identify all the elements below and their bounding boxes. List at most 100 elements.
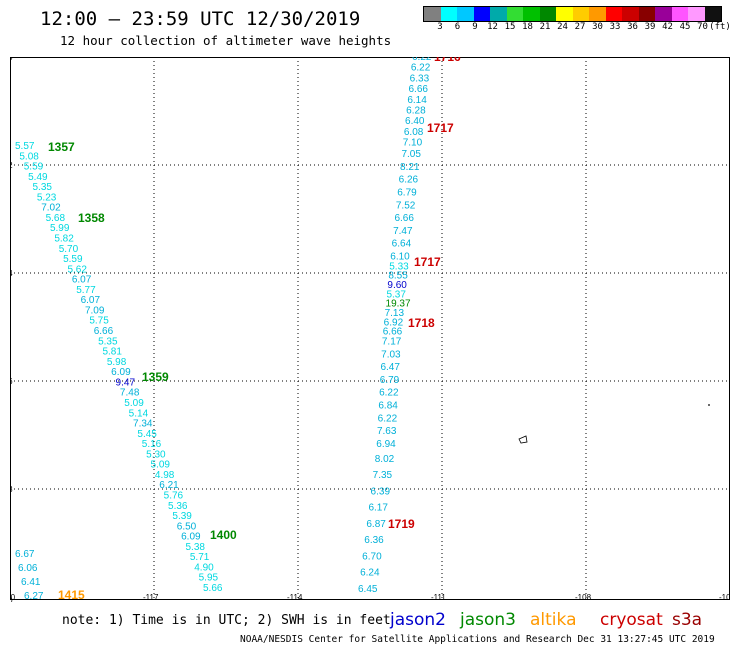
swh-value: 5.81 [102, 347, 122, 358]
legend-s3a: s3a [672, 610, 703, 630]
axis-ticks: -20 -22 -24 -26 -28 -30-120 -117 -114 -111 -108 -1… [10, 57, 730, 602]
colorbar-swatch [556, 7, 573, 21]
colorbar-label: 21 [539, 22, 551, 32]
swh-value: 5.98 [107, 357, 127, 368]
swh-value: 7.47 [393, 226, 413, 237]
swh-value: 5.33 [389, 261, 409, 272]
swh-value: 6.66 [394, 213, 414, 224]
swh-value: 7.10 [403, 138, 423, 149]
swh-value: 5.68 [46, 213, 66, 224]
swh-value: 8.02 [375, 454, 395, 465]
colorbar-label: 45 [679, 22, 691, 32]
swh-value: 6.66 [94, 326, 114, 337]
credit-line: NOAA/NESDIS Center for Satellite Applica… [240, 634, 715, 645]
map-title: 12:00 – 23:59 UTC 12/30/2019 [40, 8, 361, 30]
legend-altika: altika [530, 610, 577, 630]
swh-value: 6.66 [383, 327, 403, 338]
swh-value: 6.70 [362, 551, 382, 562]
colorbar-label: 18 [522, 22, 533, 32]
y-tick-label: -24 [10, 269, 13, 278]
swh-value: 5.35 [98, 336, 118, 347]
swh-value: 6.36 [364, 535, 384, 546]
pass-time: 1400 [210, 528, 237, 542]
colorbar-swatch [473, 7, 490, 21]
island-markers [518, 404, 710, 444]
colorbar-swatch [671, 7, 688, 21]
swh-value: 5.30 [146, 449, 166, 460]
colorbar-swatch [440, 7, 457, 21]
swh-value: 6.10 [390, 251, 410, 262]
swh-value: 6.40 [405, 116, 425, 127]
swh-value: 8.21 [400, 162, 420, 173]
pass-time: 1359 [142, 370, 169, 384]
swh-value: 19.37 [386, 299, 411, 310]
swh-value: 7.52 [396, 200, 416, 211]
track-right-values: 6.226.226.336.666.146.286.406.087.107.05… [358, 57, 432, 595]
island-dot [708, 404, 710, 406]
swh-value: 6.09 [111, 367, 131, 378]
swh-value: 7.48 [120, 388, 140, 399]
swh-value: 7.09 [85, 305, 105, 316]
wave-height-map: -20 -22 -24 -26 -28 -30-120 -117 -114 -111 -108 -1… [10, 57, 730, 602]
swh-value: 5.95 [199, 573, 219, 584]
pass-time: 1357 [48, 140, 75, 154]
pass-time: 1717 [414, 255, 441, 269]
pass-time-labels: 1357 1358 1359 1400 1716 1717 1717 1718 1719 1415 [48, 57, 461, 602]
swh-value: 5.49 [28, 172, 48, 183]
colorbar-swatch [490, 7, 507, 21]
swh-value: 5.37 [386, 289, 406, 300]
colorbar-swatch [622, 7, 639, 21]
y-tick-label: -26 [10, 377, 13, 386]
swh-value: 5.45 [137, 429, 157, 440]
swh-value: 7.03 [381, 349, 401, 360]
colorbar-label: 6 [454, 22, 461, 32]
swh-value: 7.05 [401, 149, 421, 160]
colorbar-swatch [539, 7, 556, 21]
swh-value: 5.71 [190, 552, 210, 563]
swh-value: 9.47 [116, 377, 136, 388]
swh-value: 6.84 [378, 401, 398, 412]
swh-value: 5.62 [67, 264, 87, 275]
swh-value: 5.14 [129, 408, 149, 419]
swh-value: 6.17 [368, 503, 388, 514]
swh-value: 5.09 [151, 460, 171, 471]
legend-jason3: jason3 [460, 610, 516, 630]
y-tick-label: -22 [10, 161, 13, 170]
swh-value: 6.22 [412, 57, 432, 63]
pass-time: 1718 [408, 316, 435, 330]
colorbar-swatch [655, 7, 672, 21]
swh-value: 6.28 [406, 105, 426, 116]
x-tick-label: -117 [143, 593, 159, 602]
colorbar-swatch [589, 7, 606, 21]
swh-value: 6.24 [360, 568, 380, 579]
swh-value: 5.16 [142, 439, 162, 450]
swh-value: 6.06 [18, 563, 38, 574]
colorbar-swatch [572, 7, 589, 21]
swh-value: 6.27 [24, 591, 44, 602]
colorbar-swatch [424, 7, 441, 21]
colorbar-label: 36 [627, 22, 638, 32]
colorbar-swatch [688, 7, 705, 21]
colorbar-label: 27 [574, 22, 586, 32]
swh-value: 6.94 [376, 439, 396, 450]
swh-value: 6.41 [21, 577, 41, 588]
swh-value: 5.75 [89, 316, 109, 327]
wave-height-colorbar [423, 6, 722, 22]
swh-value: 6.08 [404, 127, 424, 138]
swh-value: 7.34 [133, 419, 153, 430]
island-shape [518, 435, 528, 444]
pass-time: 1717 [427, 121, 454, 135]
colorbar-label: 42 [662, 22, 673, 32]
swh-value: 6.79 [397, 187, 417, 198]
swh-value: 5.08 [19, 151, 39, 162]
swh-value: 5.76 [164, 490, 184, 501]
swh-value: 6.07 [72, 275, 92, 286]
colorbar-label: 39 [644, 22, 656, 32]
swh-value: 5.23 [37, 192, 57, 203]
map-subtitle: 12 hour collection of altimeter wave hei… [60, 33, 392, 48]
colorbar-label: 15 [504, 22, 516, 32]
swh-value: 5.70 [59, 244, 79, 255]
y-tick-label: -20 [10, 57, 13, 62]
swh-value: 7.17 [382, 337, 402, 348]
swh-value: 6.67 [15, 549, 35, 560]
